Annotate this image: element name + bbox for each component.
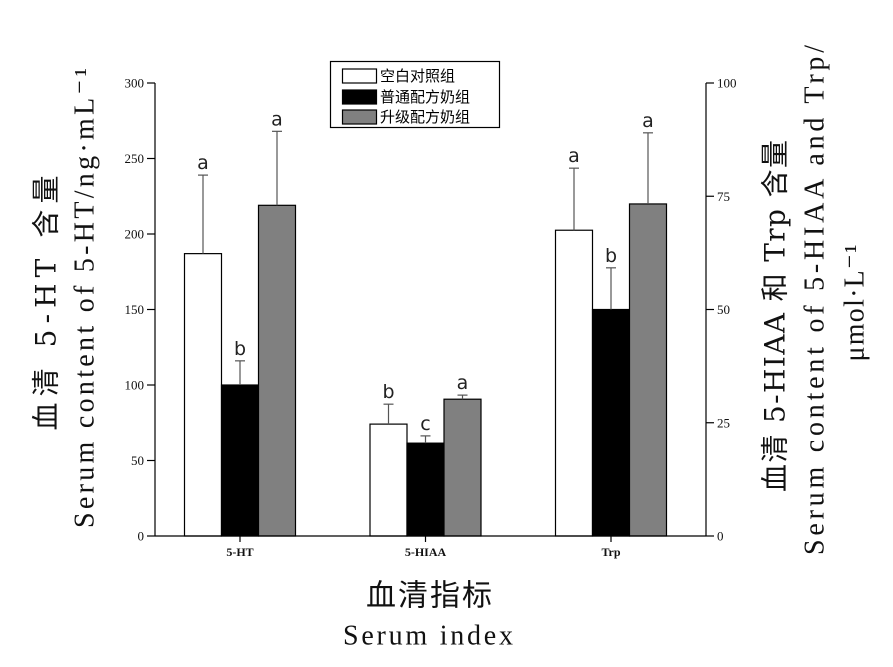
left-y-tick-label: 250 [125, 151, 145, 166]
left-y-tick-label: 50 [131, 453, 144, 468]
legend-label-regular-formula: 普通配方奶组 [380, 88, 470, 106]
right-y-axis-title-en: Serum content of 5-HIAA and Trp/ [800, 45, 831, 555]
left-y-tick-label: 200 [125, 227, 145, 242]
significance-letter-5-ht-series-1: a [197, 152, 209, 174]
legend-swatch-upgraded-formula [341, 109, 378, 125]
x-ticks: 5-HT 5-HIAA Trp [226, 536, 621, 559]
bar-trp-series-2 [591, 308, 631, 537]
error-bar-5-ht-series-2 [235, 360, 245, 385]
legend-item-blank-control: 空白对照组 [341, 67, 455, 85]
significance-letter-5-ht-series-2: b [234, 338, 246, 360]
left-y-ticks: 0 50 100 150 200 250 300 [125, 76, 155, 544]
bar-5-hiaa-series-3 [443, 398, 482, 537]
left-y-tick-label: 100 [125, 378, 145, 393]
error-bar-5-hiaa-series-2 [420, 435, 431, 444]
right-y-tick-label: 25 [717, 415, 730, 430]
error-bar-trp-series-2 [606, 267, 616, 310]
significance-letter-trp-series-2: b [605, 245, 617, 267]
right-y-axis-unit: μmol·L⁻¹ [840, 245, 871, 362]
left-y-tick-label: 150 [125, 302, 145, 317]
left-y-axis-title-en: Serum content of 5-HT/ng·mL⁻¹ [70, 68, 101, 528]
significance-letter-5-hiaa-series-2: c [420, 413, 430, 435]
legend-swatch-regular-formula [341, 89, 378, 105]
error-bar-trp-series-3 [643, 132, 653, 204]
right-y-tick-label: 50 [717, 302, 730, 317]
error-bar-trp-series-1 [569, 167, 579, 231]
error-bar-5-ht-series-3 [272, 130, 282, 206]
significance-letter-trp-series-3: a [642, 110, 654, 132]
x-category-label-5-ht: 5-HT [226, 545, 253, 559]
right-y-tick-label: 0 [717, 529, 724, 544]
legend-label-blank-control: 空白对照组 [380, 67, 455, 85]
legend-item-upgraded-formula: 升级配方奶组 [341, 108, 470, 126]
bar-5-ht-series-3 [257, 204, 297, 537]
error-bar-5-hiaa-series-3 [457, 394, 468, 400]
bar-5-ht-series-1 [183, 253, 223, 537]
error-bar-5-hiaa-series-1 [383, 403, 394, 425]
x-axis-title-en: Serum index [343, 621, 513, 652]
bars [183, 203, 668, 537]
left-y-tick-label: 0 [138, 529, 145, 544]
left-y-tick-label: 300 [125, 76, 145, 91]
significance-letter-5-ht-series-3: a [271, 108, 283, 130]
legend-item-regular-formula: 普通配方奶组 [341, 88, 470, 106]
x-category-label-5-hiaa: 5-HIAA [405, 545, 447, 559]
x-axis-title-zh: 血清指标 [366, 579, 492, 614]
error-bar-5-ht-series-1 [198, 174, 208, 254]
bar-trp-series-3 [628, 203, 668, 537]
right-y-ticks: 0 25 50 75 100 [706, 76, 737, 544]
right-y-tick-label: 75 [717, 189, 730, 204]
x-category-label-trp: Trp [601, 545, 620, 559]
significance-letter-5-hiaa-series-3: a [457, 372, 469, 394]
bar-trp-series-1 [554, 229, 594, 537]
legend-swatch-blank-control [341, 68, 378, 84]
right-y-axis-title-zh: 血清 5-HIAA 和 Trp 含量 [759, 140, 792, 492]
legend: 空白对照组 普通配方奶组 升级配方奶组 [329, 60, 501, 129]
legend-label-upgraded-formula: 升级配方奶组 [380, 108, 470, 126]
bar-5-hiaa-series-1 [369, 423, 408, 537]
bar-5-ht-series-2 [220, 384, 260, 537]
significance-letters: a b a b c a a b a [197, 108, 654, 435]
right-y-tick-label: 100 [717, 76, 737, 91]
error-bars [198, 130, 653, 444]
significance-letter-5-hiaa-series-1: b [382, 381, 394, 403]
bar-5-hiaa-series-2 [406, 442, 445, 537]
left-y-axis-title-zh: 血清 5-HT 含量 [30, 176, 63, 431]
significance-letter-trp-series-1: a [568, 145, 580, 167]
